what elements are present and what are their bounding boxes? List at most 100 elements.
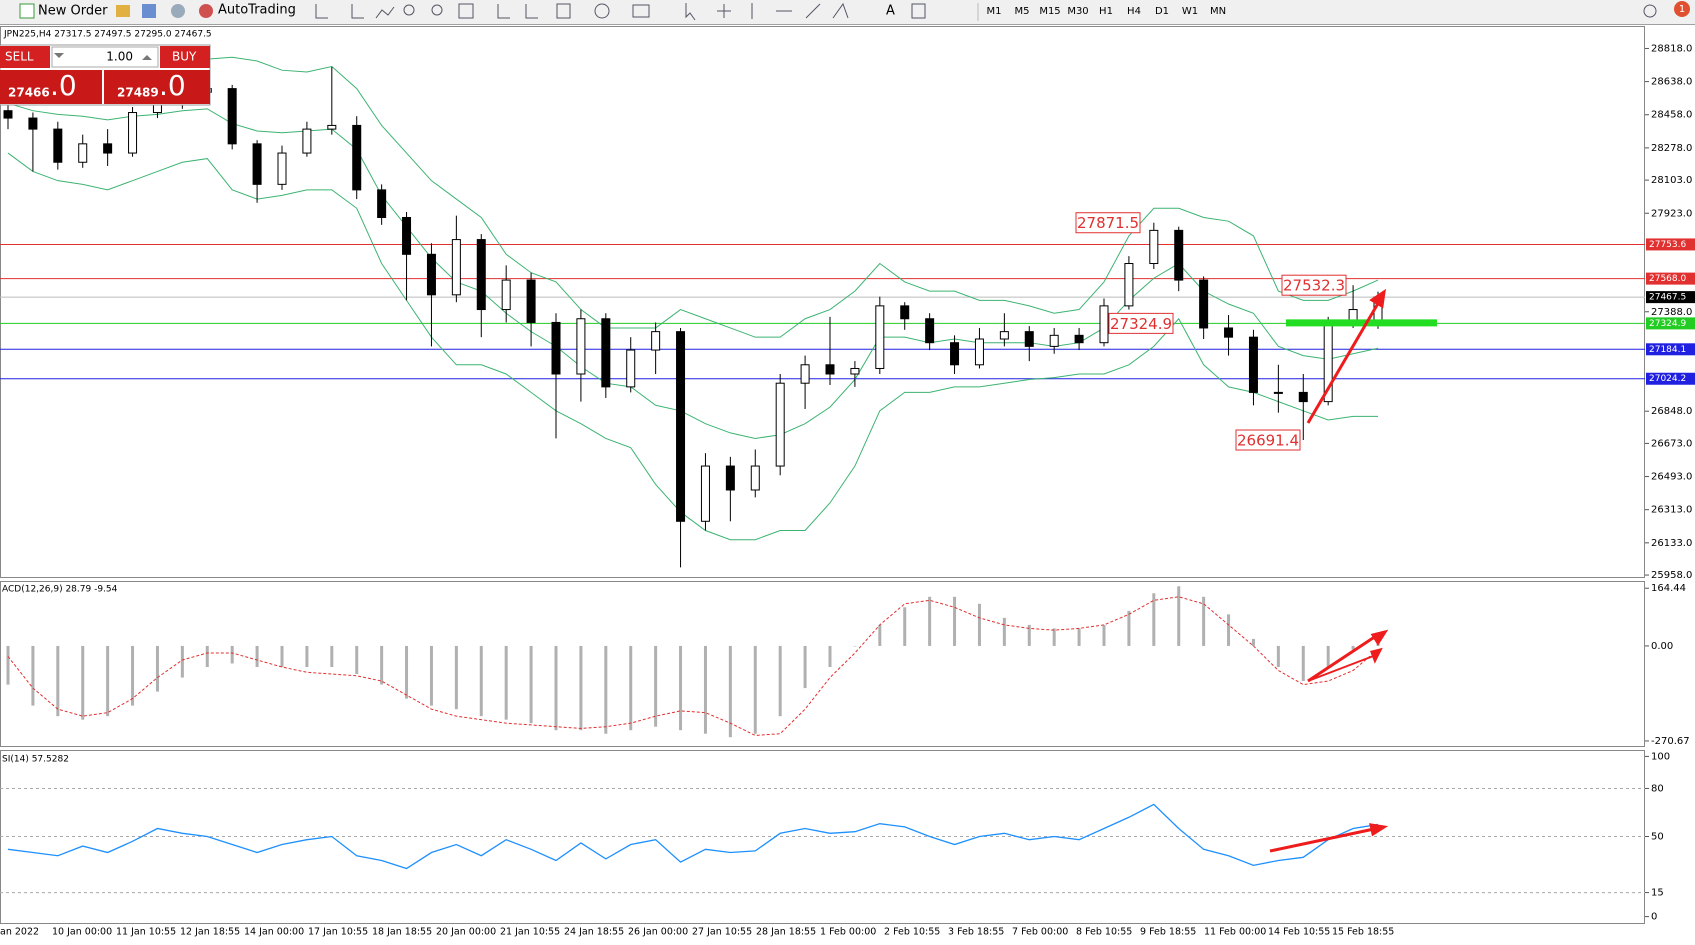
tile-icon[interactable]: [458, 3, 474, 19]
text-tool[interactable]: A: [886, 4, 895, 19]
draw-tools[interactable]: [685, 2, 849, 21]
macd-bar: [429, 645, 433, 706]
candle-body: [1149, 229, 1159, 265]
arrow: [1306, 299, 1382, 424]
new-order-button[interactable]: New Order: [38, 4, 108, 19]
macd-bar: [903, 607, 907, 646]
period-icon[interactable]: [594, 3, 610, 19]
candle-body: [103, 143, 113, 154]
macd-bar: [679, 645, 683, 731]
macd-bar: [1301, 645, 1305, 682]
timeframe-button[interactable]: W1: [1182, 6, 1198, 17]
timeframe-button[interactable]: H1: [1099, 6, 1113, 17]
macd-bar: [1102, 624, 1106, 646]
macd-bar: [380, 645, 384, 685]
candle-body: [775, 382, 785, 467]
autotrading-button[interactable]: AutoTrading: [218, 3, 296, 18]
macd-bar: [155, 645, 159, 692]
candle-body: [28, 117, 38, 130]
search-icon[interactable]: [1643, 4, 1657, 18]
lot-input[interactable]: [51, 46, 159, 68]
macd-bar: [180, 645, 184, 678]
autotrading-icon[interactable]: [199, 4, 213, 18]
candle-body: [676, 331, 686, 522]
arrow-head: [1370, 629, 1389, 646]
bollinger-lower: [7, 152, 1378, 541]
tool-icon[interactable]: [171, 4, 185, 18]
annotation-box: [1108, 312, 1174, 334]
annotation-label: 27532.3: [1283, 277, 1345, 295]
scroll-icon[interactable]: [497, 4, 538, 19]
indicator-icon[interactable]: [556, 3, 571, 19]
y-tick-label: 27923.0: [1651, 208, 1692, 219]
macd-bar: [579, 645, 583, 731]
y-tick-label: 28103.0: [1651, 175, 1692, 186]
candle-body: [800, 364, 810, 384]
ask-price[interactable]: 27489: [117, 86, 159, 100]
macd-signal: [7, 596, 1379, 736]
candle-body: [576, 318, 586, 375]
y-tick-label: 80: [1651, 783, 1664, 794]
ask-box[interactable]: [104, 70, 210, 104]
macd-bar: [753, 645, 757, 734]
label-tool[interactable]: [911, 3, 926, 19]
bid-box[interactable]: [0, 70, 102, 104]
candle-body: [352, 124, 362, 191]
macd-bar: [1227, 614, 1231, 646]
x-tick-label: 18 Jan 18:55: [372, 927, 432, 938]
arrow-head: [1370, 647, 1383, 664]
zoom-out-icon[interactable]: [431, 4, 443, 16]
chart-type-icon[interactable]: [315, 4, 395, 19]
x-tick-label: 10 Jan 00:00: [52, 927, 112, 938]
macd-bar: [977, 603, 981, 646]
tool-icon[interactable]: [116, 5, 130, 17]
y-tick-label: 26493.0: [1651, 472, 1692, 483]
candle-body: [302, 128, 312, 154]
x-tick-label: 14 Jan 00:00: [244, 927, 304, 938]
bid-price[interactable]: 27466: [8, 86, 50, 100]
zoom-in-icon[interactable]: [403, 4, 415, 16]
ask-fraction[interactable]: .0: [159, 69, 186, 102]
bid-fraction[interactable]: .0: [50, 69, 77, 102]
timeframe-button[interactable]: M15: [1039, 6, 1060, 17]
template-icon[interactable]: [632, 4, 650, 18]
lot-value[interactable]: 1.00: [106, 50, 133, 64]
x-tick-label: 2 Feb 10:55: [884, 927, 940, 938]
macd-bar: [1002, 617, 1006, 646]
timeframe-button[interactable]: MN: [1210, 6, 1226, 17]
timeframe-button[interactable]: M1: [987, 6, 1002, 17]
candle-body: [1099, 305, 1109, 344]
notification-badge[interactable]: [1674, 1, 1690, 17]
macd-bar: [479, 645, 483, 717]
candle-body: [476, 239, 486, 311]
new-order-icon[interactable]: [19, 3, 35, 19]
x-tick-label: 9 Feb 18:55: [1140, 927, 1196, 938]
candle-body: [1248, 336, 1258, 393]
y-tick-label: 0: [1651, 912, 1657, 923]
arrow: [1307, 634, 1377, 683]
annotation-label: 26691.4: [1237, 432, 1299, 450]
level-tag: [1646, 291, 1695, 304]
buy-button[interactable]: [160, 46, 210, 68]
timeframe-button[interactable]: M5: [1015, 6, 1030, 17]
order-panel: SELL 1.00 BUY 27466 .0 27489 .0: [0, 44, 211, 106]
timeframe-button[interactable]: H4: [1127, 6, 1141, 17]
macd-bar: [280, 645, 284, 668]
candle-body: [950, 342, 960, 366]
sell-label[interactable]: SELL: [5, 50, 34, 64]
macd-bar: [604, 645, 608, 734]
buy-label[interactable]: BUY: [172, 50, 197, 64]
timeframe-button[interactable]: M30: [1067, 6, 1088, 17]
macd-bar: [81, 645, 85, 720]
macd-bar: [106, 645, 110, 717]
tool-icon[interactable]: [142, 4, 156, 18]
arrow-head: [1369, 823, 1389, 837]
x-tick-label: 24 Jan 18:55: [564, 927, 624, 938]
candle-body: [526, 279, 536, 323]
macd-bar: [1202, 596, 1206, 646]
candle-body: [626, 349, 636, 388]
timeframe-button[interactable]: D1: [1155, 6, 1169, 17]
macd-bar: [355, 645, 359, 675]
tool-icons[interactable]: [315, 2, 849, 21]
sell-button[interactable]: [0, 46, 50, 68]
